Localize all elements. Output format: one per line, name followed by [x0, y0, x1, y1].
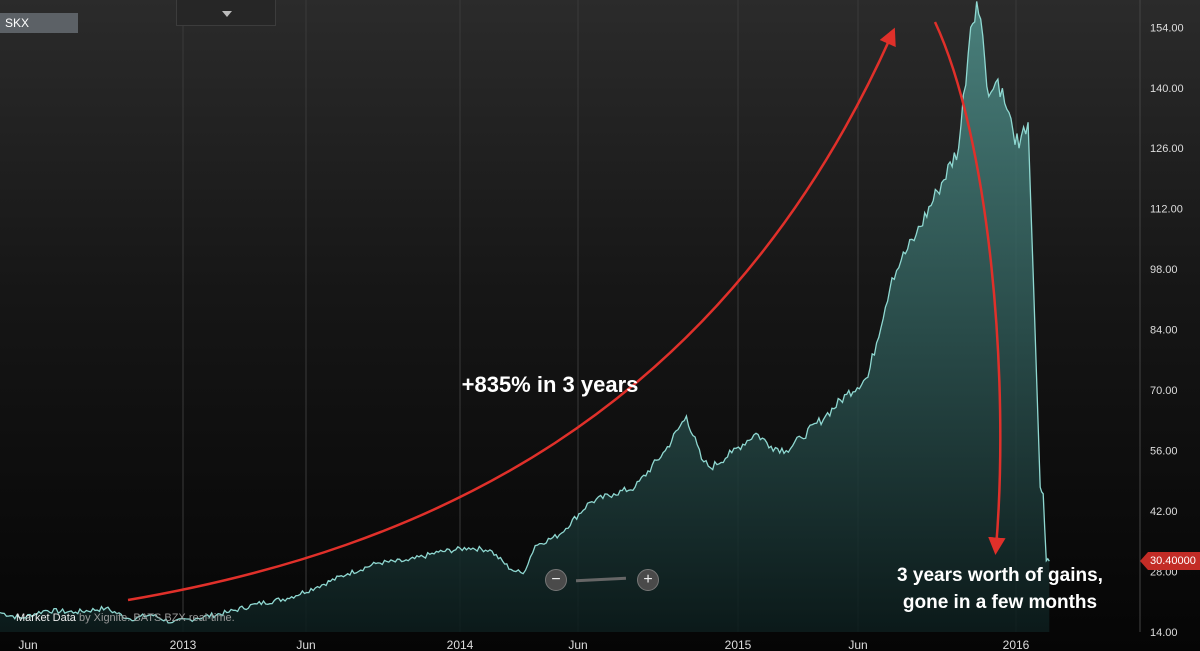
gain-arrow: [127, 27, 896, 602]
loss-annotation: 3 years worth of gains, gone in a few mo…: [880, 562, 1120, 616]
x-tick-label: 2015: [725, 638, 752, 651]
price-line: [0, 1, 1050, 624]
y-tick-label: 154.00: [1150, 22, 1184, 34]
attribution-text: by Xignite. BATS BZX real-time.: [78, 612, 235, 624]
loss-arrow: [933, 21, 1006, 555]
ticker-label[interactable]: SKX: [0, 13, 78, 33]
y-tick-label: 126.00: [1150, 143, 1184, 155]
zoom-in-button[interactable]: +: [637, 569, 659, 591]
x-tick-label: Jun: [296, 638, 315, 651]
y-tick-label: 112.00: [1150, 204, 1183, 216]
zoom-out-button[interactable]: −: [545, 569, 567, 591]
y-tick-label: 70.00: [1150, 385, 1178, 397]
chart-options-dropdown[interactable]: [176, 0, 276, 26]
y-tick-label: 140.00: [1150, 83, 1184, 95]
attribution-label: Market Data: [16, 612, 76, 624]
y-tick-label: 14.00: [1150, 627, 1178, 639]
x-tick-label: 2014: [447, 638, 474, 651]
y-tick-label: 42.00: [1150, 506, 1178, 518]
last-price-tag: 30.40000: [1140, 552, 1200, 570]
price-area: [0, 1, 1050, 632]
y-tick-label: 98.00: [1150, 264, 1178, 276]
x-tick-label: Jun: [848, 638, 867, 651]
y-tick-label: 84.00: [1150, 325, 1178, 337]
chevron-down-icon: [222, 11, 232, 17]
gain-annotation: +835% in 3 years: [461, 372, 639, 397]
x-axis: Jun 2013 Jun 2014 Jun 2015 Jun 2016: [18, 638, 1029, 651]
x-tick-label: Jun: [18, 638, 37, 651]
x-tick-label: Jun: [568, 638, 587, 651]
loss-annotation-line1: 3 years worth of gains,: [897, 565, 1103, 586]
data-attribution: Market Data by Xignite. BATS BZX real-ti…: [16, 612, 235, 624]
x-tick-label: 2016: [1003, 638, 1030, 651]
x-tick-label: 2013: [170, 638, 197, 651]
loss-annotation-line2: gone in a few months: [902, 592, 1098, 613]
y-tick-label: 56.00: [1150, 446, 1178, 458]
y-axis: 14.0028.0042.0056.0070.0084.0098.00112.0…: [1150, 22, 1184, 639]
